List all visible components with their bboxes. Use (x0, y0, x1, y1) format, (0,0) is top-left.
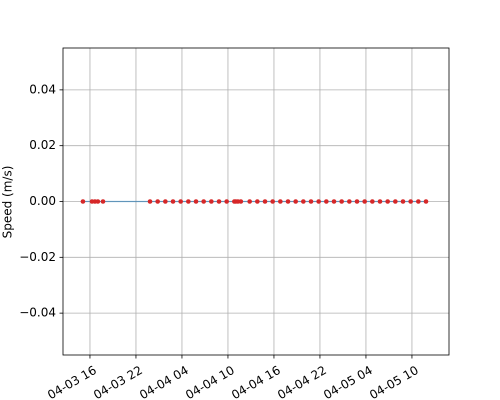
data-point (216, 199, 222, 204)
data-point (324, 199, 329, 204)
y-tick-label: 0.04 (29, 82, 56, 96)
y-axis-label: Speed (m/s) (1, 166, 15, 239)
data-point (147, 199, 153, 204)
data-point (416, 199, 421, 204)
data-point (100, 199, 106, 204)
data-point (170, 199, 176, 204)
y-tick-label: −0.04 (19, 306, 56, 320)
data-point (316, 199, 321, 204)
data-point (247, 199, 252, 204)
x-tick-label: 04-04 22 (275, 363, 329, 400)
data-point (201, 199, 206, 204)
data-point (393, 199, 398, 204)
data-point (270, 199, 275, 204)
y-tick-label: −0.02 (19, 250, 56, 264)
data-point (377, 199, 383, 204)
y-tick-label: 0.00 (29, 194, 56, 208)
x-tick-label: 04-04 04 (137, 363, 191, 400)
data-point (308, 199, 314, 204)
data-point (193, 199, 199, 204)
x-tick-label: 04-03 22 (91, 363, 145, 400)
data-point (178, 199, 183, 204)
x-tick-label: 04-05 04 (321, 363, 375, 400)
x-tick-label: 04-04 16 (229, 363, 283, 400)
data-point (293, 199, 298, 204)
data-point (400, 199, 406, 204)
data-point (408, 199, 413, 204)
x-tick-label: 04-04 10 (183, 363, 237, 400)
x-tick-label: 04-03 16 (45, 363, 99, 400)
data-point (209, 199, 214, 204)
data-point (385, 199, 390, 204)
data-point (423, 199, 429, 204)
data-point (238, 199, 244, 204)
data-point (362, 199, 367, 204)
data-point (80, 199, 86, 204)
data-point (186, 199, 191, 204)
data-point (95, 199, 101, 204)
data-point (262, 199, 268, 204)
x-tick-label: 04-05 10 (367, 363, 421, 400)
y-tick-label: 0.02 (29, 138, 56, 152)
data-point (163, 199, 168, 204)
data-point (285, 199, 291, 204)
data-point (339, 199, 344, 204)
data-point (347, 199, 352, 204)
data-point (331, 199, 337, 204)
data-point (278, 199, 283, 204)
plot-frame (62, 47, 450, 356)
data-point (370, 199, 375, 204)
data-point (155, 199, 160, 204)
data-point (301, 199, 306, 204)
data-point (224, 199, 229, 204)
data-point (354, 199, 360, 204)
data-point (255, 199, 260, 204)
